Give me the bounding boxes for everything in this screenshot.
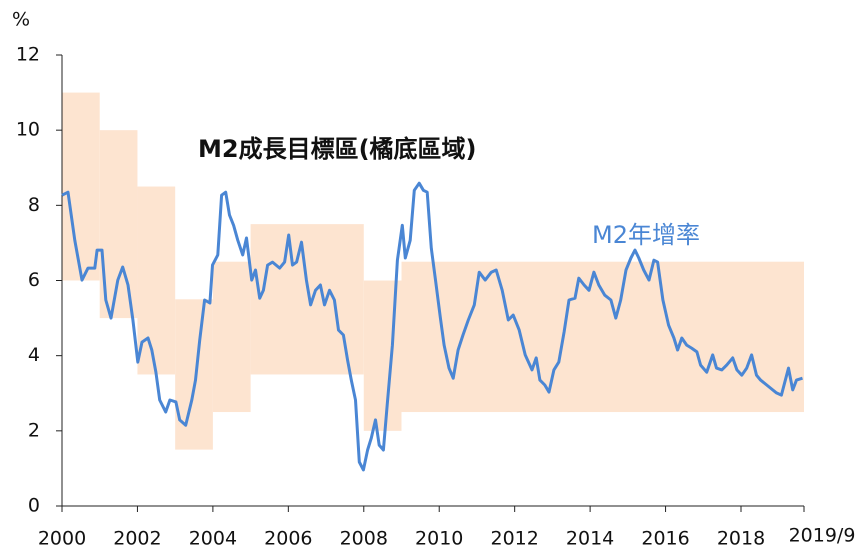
x-tick-label: 2019/9 (789, 525, 856, 547)
x-tick-label: 2016 (641, 528, 689, 550)
x-tick-label: 2002 (113, 528, 161, 550)
target-band (62, 92, 100, 281)
target-band (212, 261, 251, 413)
x-tick-label: 2018 (717, 528, 765, 550)
y-tick-label: 10 (16, 119, 40, 141)
y-tick-label: 0 (28, 495, 40, 517)
x-tick-label: 2006 (264, 528, 312, 550)
target-band (137, 186, 176, 375)
x-tick-label: 2014 (566, 528, 614, 550)
y-tick-label: 8 (28, 194, 40, 216)
x-tick-label: 2004 (189, 528, 237, 550)
x-tick-label: 2008 (340, 528, 388, 550)
target-band (401, 261, 804, 413)
y-tick-label: 4 (28, 344, 40, 366)
y-tick-label: 12 (16, 44, 40, 66)
y-axis-label: % (12, 9, 30, 31)
x-tick-label: 2010 (415, 528, 463, 550)
target-band (175, 299, 213, 450)
y-tick-label: 2 (28, 419, 40, 441)
y-tick-label: 6 (28, 269, 40, 291)
zone-annotation: M2成長目標區(橘底區域) (198, 135, 477, 163)
m2-line (61, 181, 803, 472)
series-annotation: M2年增率 (592, 221, 700, 249)
x-tick-label: 2000 (38, 528, 86, 550)
x-tick-label: 2012 (490, 528, 538, 550)
